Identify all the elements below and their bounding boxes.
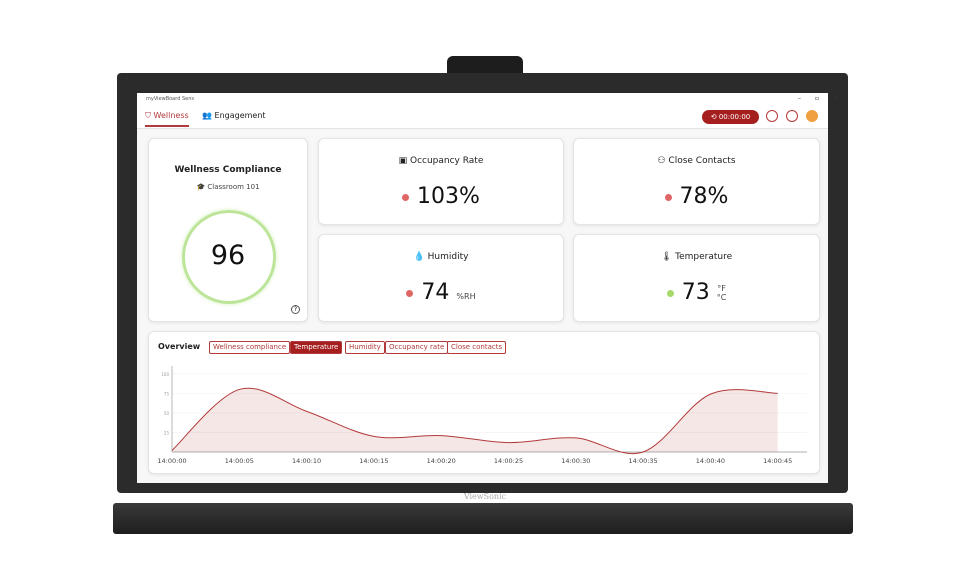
metric-value: 73 °F °C — [574, 280, 819, 305]
filter-button[interactable]: Temperature — [290, 341, 343, 354]
area-fill — [172, 388, 778, 454]
x-tick-label: 14:00:45 — [763, 457, 792, 465]
language-icon[interactable] — [786, 110, 798, 122]
x-tick-label: 14:00:20 — [427, 457, 456, 465]
score-ring — [182, 210, 276, 304]
metric-label: ⚇ Close Contacts — [657, 156, 736, 166]
metric-unit[interactable]: °C — [716, 293, 727, 302]
x-tick-label: 14:00:25 — [494, 457, 523, 465]
card-title: Wellness Compliance — [174, 165, 282, 175]
info-icon[interactable] — [766, 110, 778, 122]
x-tick-label: 14:00:30 — [561, 457, 590, 465]
metric-card: ▣ Occupancy Rate 103% — [318, 138, 564, 225]
metric-label: 💧 Humidity — [413, 252, 469, 262]
metric-label: 🌡 Temperature — [660, 252, 733, 262]
x-tick-label: 14:00:05 — [225, 457, 254, 465]
metric-card: 💧 Humidity 74 %RH — [318, 234, 564, 322]
line — [171, 387, 778, 454]
x-tick-label: 14:00:00 — [157, 457, 186, 465]
y-tick-label: 50 — [164, 411, 170, 416]
tab[interactable]: 👥 Engagement — [202, 111, 266, 120]
y-tick-label: 75 — [164, 391, 170, 396]
metric-value: 103% — [319, 184, 563, 209]
y-tick-label: 100 — [161, 372, 169, 377]
room-name: Classroom 101 — [207, 183, 260, 191]
avatar[interactable] — [806, 110, 818, 122]
brand: ViewSonic — [463, 492, 507, 501]
metric-name: Occupancy Rate — [409, 156, 484, 166]
window-controls[interactable]: – ▫ ✕ — [798, 95, 844, 102]
metric-card: ⚇ Close Contacts 78% — [573, 138, 820, 225]
metric-unit: %RH — [456, 292, 476, 301]
metric-name: Humidity — [427, 252, 469, 262]
metric-number: 74 — [421, 280, 450, 305]
metric-number: 103% — [417, 184, 480, 209]
filter-button[interactable]: Wellness compliance — [209, 341, 291, 354]
timer-button[interactable]: ⟲ 00:00:00 — [702, 110, 759, 124]
filter-button[interactable]: Humidity — [345, 341, 385, 354]
x-tick-label: 14:00:15 — [359, 457, 388, 465]
metric-value: 78% — [574, 184, 819, 209]
tab-bar — [137, 107, 828, 129]
timer: 00:00:00 — [718, 113, 751, 121]
help-icon[interactable]: ? — [291, 305, 300, 314]
metric-label: ▣ Occupancy Rate — [398, 156, 484, 166]
title-bar — [137, 93, 828, 107]
metric-name: Temperature — [675, 252, 733, 262]
metric-number: 78% — [679, 184, 729, 209]
overview-title: Overview — [158, 342, 201, 351]
window-title: myViewBoard Sens — [146, 96, 195, 102]
metric-number: 73 — [681, 280, 710, 305]
score: 96 — [210, 240, 246, 271]
metric-card: 🌡 Temperature 73 °F °C — [573, 234, 820, 322]
y-tick-label: 25 — [164, 430, 170, 435]
metric-unit[interactable]: °F — [717, 284, 726, 293]
x-tick-label: 14:00:10 — [292, 457, 321, 465]
stand-bar — [113, 503, 853, 534]
tab[interactable]: ⛉ Wellness — [145, 111, 189, 127]
tab-label: Engagement — [214, 111, 266, 120]
compliance-card: Wellness Compliance 🎓 Classroom 101 96 ? — [148, 138, 308, 322]
room: 🎓 Classroom 101 — [196, 183, 260, 191]
overview-card — [148, 331, 820, 474]
filter-button[interactable]: Close contacts — [447, 341, 507, 354]
metric-name: Close Contacts — [668, 156, 736, 166]
x-tick-label: 14:00:40 — [696, 457, 725, 465]
x-tick-label: 14:00:35 — [628, 457, 657, 465]
tab-label: Wellness — [153, 111, 189, 120]
metric-value: 74 %RH — [319, 280, 563, 305]
